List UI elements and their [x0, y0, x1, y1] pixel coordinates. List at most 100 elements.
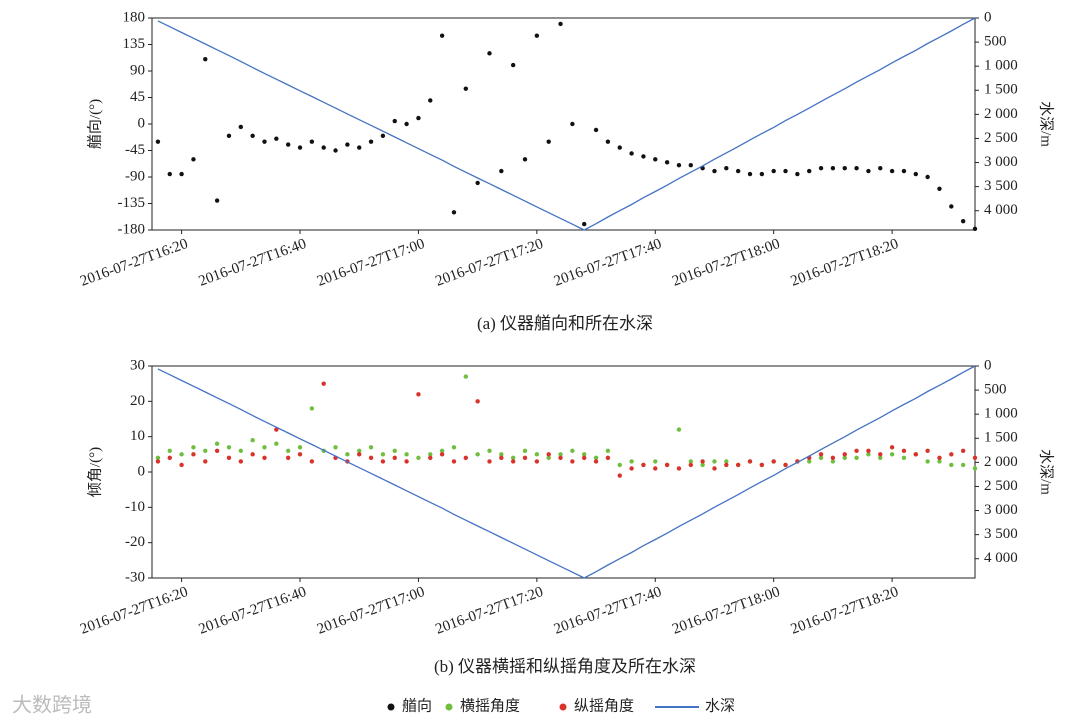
legend-label: 水深	[705, 697, 735, 714]
data-point	[439, 448, 445, 453]
data-point	[747, 459, 753, 464]
data-point	[889, 452, 895, 457]
data-point	[629, 151, 634, 156]
data-point	[203, 57, 208, 62]
data-point	[901, 168, 907, 174]
data-point	[735, 168, 741, 174]
data-point	[262, 455, 267, 461]
data-point	[901, 455, 907, 461]
data-point	[428, 452, 433, 457]
data-point	[558, 455, 563, 461]
data-point	[238, 459, 244, 464]
caption: (a) 仪器艏向和所在水深	[477, 314, 653, 333]
x-tick-label: 2016-07-27T17:00	[315, 584, 427, 638]
data-point	[297, 452, 303, 457]
data-point	[357, 145, 362, 150]
data-point	[238, 448, 244, 453]
data-point	[913, 452, 918, 457]
y2-tick-label: 3 000	[984, 154, 1018, 170]
data-point	[830, 165, 836, 171]
data-point	[439, 33, 445, 38]
y2-tick-label: 1 000	[984, 406, 1018, 422]
data-point	[949, 452, 954, 457]
data-point	[913, 171, 918, 177]
data-point	[949, 462, 954, 468]
data-point	[807, 459, 812, 464]
y-tick-label: -20	[125, 534, 145, 550]
y-tick-label: 180	[123, 9, 146, 25]
legend-label: 横摇角度	[460, 697, 520, 714]
data-point	[522, 455, 528, 461]
data-point	[522, 157, 528, 162]
data-point	[972, 466, 978, 471]
data-point	[214, 448, 220, 453]
depth-line	[157, 17, 976, 231]
data-point	[404, 452, 409, 457]
data-point	[830, 455, 836, 461]
data-point	[226, 455, 232, 461]
data-point	[475, 180, 480, 186]
y2-axis-label: 水深/m	[1038, 101, 1055, 147]
data-point	[191, 157, 196, 162]
x-tick-label: 2016-07-27T18:20	[789, 236, 901, 290]
data-point	[475, 452, 480, 457]
data-point	[688, 462, 693, 468]
data-point	[712, 168, 717, 174]
data-point	[179, 462, 184, 468]
y2-tick-label: 4 000	[984, 202, 1018, 218]
data-point	[937, 459, 942, 464]
data-point	[641, 462, 646, 468]
data-point	[925, 174, 930, 180]
data-point	[676, 163, 682, 168]
data-point	[854, 448, 859, 453]
data-point	[214, 198, 220, 203]
data-point	[285, 455, 291, 461]
data-point	[309, 459, 315, 464]
y-tick-label: 20	[130, 393, 145, 409]
data-point	[605, 139, 611, 144]
data-point	[593, 127, 599, 133]
data-point	[451, 445, 457, 450]
x-tick-label: 2016-07-27T16:20	[78, 584, 190, 638]
data-point	[167, 448, 172, 453]
data-point	[759, 462, 765, 468]
data-point	[179, 452, 184, 457]
data-point	[297, 145, 303, 150]
data-point	[889, 168, 895, 174]
data-point	[712, 466, 717, 471]
data-point	[700, 462, 705, 468]
data-point	[392, 118, 397, 124]
y2-tick-label: 2 000	[984, 454, 1018, 470]
data-point	[250, 452, 255, 457]
y-tick-label: 0	[138, 463, 146, 479]
data-point	[368, 445, 374, 450]
x-tick-label: 2016-07-27T17:40	[552, 236, 664, 290]
x-tick-label: 2016-07-27T16:40	[197, 236, 309, 290]
data-point	[510, 62, 516, 68]
data-point	[380, 452, 386, 457]
data-point	[972, 455, 978, 461]
data-point	[724, 459, 729, 464]
data-point	[155, 139, 161, 144]
data-point	[676, 466, 682, 471]
y-tick-label: -90	[125, 168, 145, 184]
data-point	[392, 455, 397, 461]
data-point	[534, 452, 540, 457]
data-point	[854, 165, 859, 171]
y-tick-label: -30	[125, 569, 145, 585]
data-point	[842, 452, 847, 457]
x-tick-label: 2016-07-27T17:20	[433, 584, 545, 638]
plot-frame	[151, 17, 976, 231]
data-point	[191, 452, 196, 457]
data-point	[653, 466, 658, 471]
data-point	[274, 427, 279, 432]
legend-dot	[445, 703, 453, 711]
x-tick-label: 2016-07-27T18:00	[670, 236, 782, 290]
data-point	[582, 455, 587, 461]
data-point	[866, 448, 871, 453]
y2-tick-label: 2 000	[984, 106, 1018, 122]
data-point	[203, 459, 208, 464]
data-point	[510, 455, 516, 461]
